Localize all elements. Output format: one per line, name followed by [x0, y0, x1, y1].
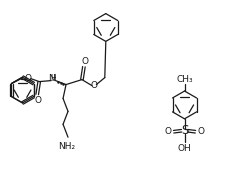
Text: N: N — [48, 74, 54, 83]
Text: S: S — [181, 124, 188, 137]
Text: O: O — [25, 74, 32, 83]
Text: NH₂: NH₂ — [58, 142, 76, 151]
Text: O: O — [198, 127, 205, 136]
Text: CH₃: CH₃ — [176, 75, 193, 84]
Text: OH: OH — [178, 144, 191, 153]
Text: O: O — [35, 96, 42, 105]
Text: O: O — [164, 127, 171, 136]
Text: O: O — [81, 57, 88, 66]
Text: O: O — [90, 81, 97, 90]
Text: H: H — [51, 74, 56, 83]
